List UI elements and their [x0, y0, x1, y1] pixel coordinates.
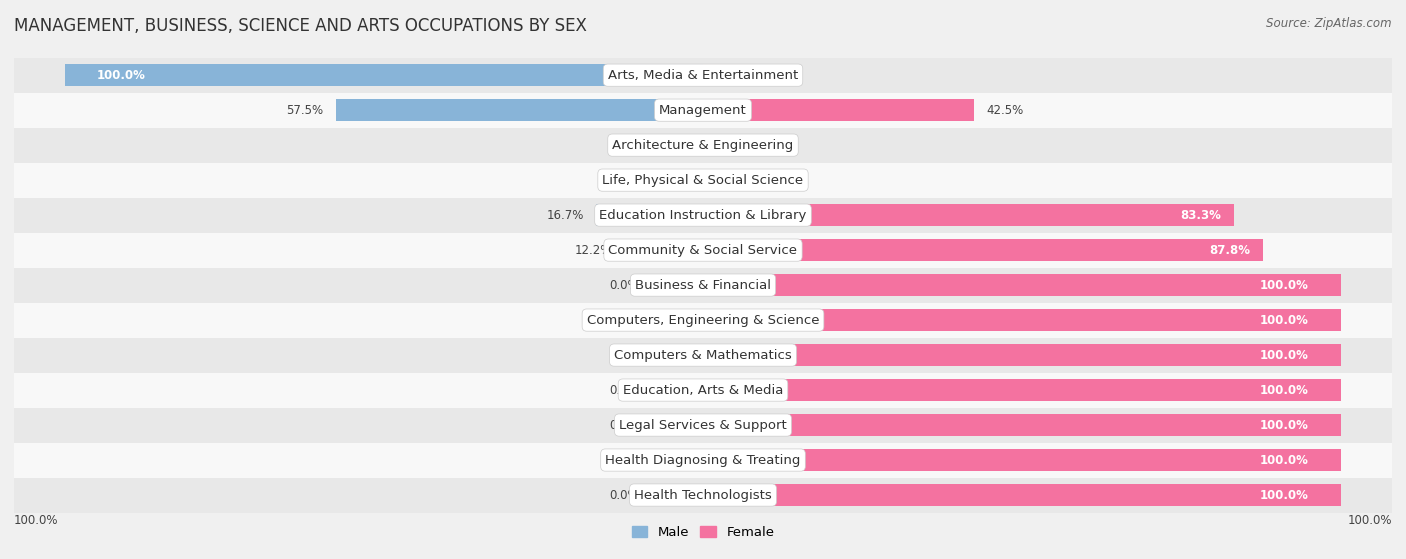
Bar [1, 93, 1405, 127]
Bar [652, 309, 703, 331]
Bar [703, 379, 1341, 401]
Bar [703, 204, 1234, 226]
Bar [1, 58, 1405, 93]
Text: Management: Management [659, 103, 747, 117]
Text: Architecture & Engineering: Architecture & Engineering [613, 139, 793, 151]
Bar [703, 169, 754, 191]
Bar [1, 163, 1405, 198]
Bar [652, 344, 703, 366]
Bar [703, 274, 1341, 296]
Text: 0.0%: 0.0% [610, 278, 640, 292]
Text: 0.0%: 0.0% [610, 349, 640, 362]
Bar [1, 198, 1405, 233]
Bar [1, 302, 1405, 338]
Bar [652, 484, 703, 506]
Text: 100.0%: 100.0% [1347, 514, 1392, 527]
Bar [652, 274, 703, 296]
Text: Community & Social Service: Community & Social Service [609, 244, 797, 257]
Bar [703, 449, 1341, 471]
Bar [652, 134, 703, 156]
Text: 42.5%: 42.5% [987, 103, 1024, 117]
Text: Health Diagnosing & Treating: Health Diagnosing & Treating [606, 453, 800, 467]
Bar [703, 239, 1263, 261]
Text: 0.0%: 0.0% [610, 314, 640, 326]
Bar [1, 408, 1405, 443]
Text: Life, Physical & Social Science: Life, Physical & Social Science [602, 174, 804, 187]
Text: 100.0%: 100.0% [1260, 349, 1309, 362]
Text: 100.0%: 100.0% [97, 69, 146, 82]
Text: 100.0%: 100.0% [1260, 419, 1309, 432]
Text: 16.7%: 16.7% [547, 209, 583, 221]
Text: 12.2%: 12.2% [575, 244, 613, 257]
Bar [65, 64, 703, 86]
Bar [1, 338, 1405, 372]
Bar [703, 309, 1341, 331]
Text: 100.0%: 100.0% [1260, 278, 1309, 292]
Text: 0.0%: 0.0% [766, 69, 796, 82]
Text: Business & Financial: Business & Financial [636, 278, 770, 292]
Text: MANAGEMENT, BUSINESS, SCIENCE AND ARTS OCCUPATIONS BY SEX: MANAGEMENT, BUSINESS, SCIENCE AND ARTS O… [14, 17, 586, 35]
Text: 87.8%: 87.8% [1209, 244, 1250, 257]
Bar [652, 379, 703, 401]
Text: Legal Services & Support: Legal Services & Support [619, 419, 787, 432]
Text: Computers & Mathematics: Computers & Mathematics [614, 349, 792, 362]
Legend: Male, Female: Male, Female [626, 521, 780, 544]
Text: 100.0%: 100.0% [1260, 489, 1309, 501]
Text: Health Technologists: Health Technologists [634, 489, 772, 501]
Text: 100.0%: 100.0% [1260, 453, 1309, 467]
Bar [703, 414, 1341, 436]
Text: Arts, Media & Entertainment: Arts, Media & Entertainment [607, 69, 799, 82]
Bar [652, 414, 703, 436]
Bar [703, 64, 754, 86]
Text: 0.0%: 0.0% [610, 489, 640, 501]
Text: Source: ZipAtlas.com: Source: ZipAtlas.com [1267, 17, 1392, 30]
Text: 83.3%: 83.3% [1181, 209, 1222, 221]
Text: 0.0%: 0.0% [610, 139, 640, 151]
Text: 0.0%: 0.0% [610, 174, 640, 187]
Bar [1, 372, 1405, 408]
Text: 0.0%: 0.0% [610, 419, 640, 432]
Bar [1, 233, 1405, 268]
Bar [626, 239, 703, 261]
Text: 0.0%: 0.0% [610, 383, 640, 396]
Bar [703, 100, 974, 121]
Bar [703, 134, 754, 156]
Text: 0.0%: 0.0% [610, 453, 640, 467]
Bar [652, 169, 703, 191]
Bar [1, 477, 1405, 513]
Text: 100.0%: 100.0% [1260, 383, 1309, 396]
Bar [703, 484, 1341, 506]
Text: Computers, Engineering & Science: Computers, Engineering & Science [586, 314, 820, 326]
Bar [1, 268, 1405, 302]
Text: 100.0%: 100.0% [1260, 314, 1309, 326]
Bar [336, 100, 703, 121]
Text: Education Instruction & Library: Education Instruction & Library [599, 209, 807, 221]
Text: 57.5%: 57.5% [287, 103, 323, 117]
Text: 100.0%: 100.0% [14, 514, 59, 527]
Bar [703, 344, 1341, 366]
Bar [652, 449, 703, 471]
Text: 0.0%: 0.0% [766, 139, 796, 151]
Bar [1, 443, 1405, 477]
Bar [596, 204, 703, 226]
Text: 0.0%: 0.0% [766, 174, 796, 187]
Bar [1, 127, 1405, 163]
Text: Education, Arts & Media: Education, Arts & Media [623, 383, 783, 396]
